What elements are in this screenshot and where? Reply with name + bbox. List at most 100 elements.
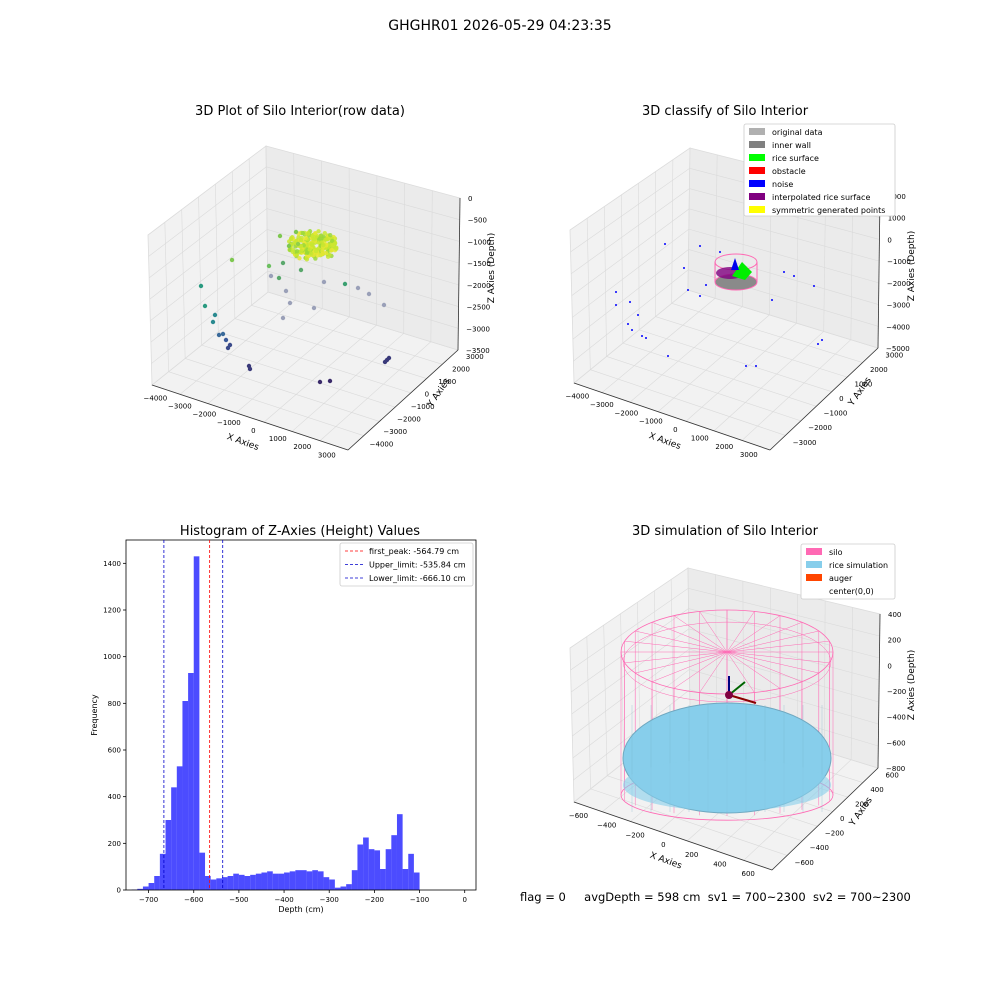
raw-data-point <box>247 366 253 372</box>
status-footer: flag = 0 avgDepth = 598 cm sv1 = 700~230… <box>520 890 911 904</box>
silo-wireframe <box>726 651 803 682</box>
grid-line <box>603 625 608 776</box>
raw-data-point <box>295 241 301 247</box>
noise-point <box>615 304 617 306</box>
silo-wireframe <box>635 651 728 674</box>
histogram-bar <box>250 874 256 890</box>
y-tick-label: −600 <box>795 859 814 867</box>
silo-wireframe <box>624 640 728 653</box>
raw-data-point <box>216 332 222 338</box>
histogram-bar <box>380 869 386 890</box>
noise-cluster <box>731 258 739 270</box>
raw-data-point <box>210 319 216 325</box>
grid-line <box>430 190 433 342</box>
rice-surface-point <box>311 237 317 242</box>
z-tick-label: −3000 <box>466 325 490 333</box>
y-tick-label: −1000 <box>411 403 435 411</box>
histogram-bar <box>312 870 318 890</box>
plot-frame <box>125 539 477 891</box>
rice-surface-point <box>303 235 308 241</box>
y-tick-label: 400 <box>870 786 883 794</box>
rice-surface-point <box>313 230 318 236</box>
y-tick-label: −3000 <box>793 439 817 447</box>
y-tick-label: −1000 <box>824 410 848 418</box>
y-tick-label: −400 <box>810 844 829 852</box>
x-tick-label: 400 <box>713 860 726 868</box>
z-tick-label: −1000 <box>467 238 491 246</box>
rice-surface-point <box>313 248 319 254</box>
histogram-bar <box>317 871 324 890</box>
legend-swatch <box>749 167 765 174</box>
histogram-bar <box>340 886 347 890</box>
grid-line <box>235 316 350 414</box>
histogram-bar <box>255 873 262 890</box>
rice-surface-point <box>323 250 329 256</box>
rice-surface-point <box>333 246 339 251</box>
grid-line <box>653 590 658 737</box>
histogram-bar <box>385 849 392 890</box>
histogram-bar <box>368 849 375 890</box>
silo-wireframe <box>726 651 830 664</box>
grid-line <box>150 249 459 343</box>
legend-label: inner wall <box>772 141 811 150</box>
noise-point <box>687 289 689 291</box>
rice-surface-point <box>315 253 320 258</box>
z-tick-label: −2000 <box>467 282 491 290</box>
raw-data-point <box>198 283 204 289</box>
y-tick-label: 0 <box>839 395 843 403</box>
rice-surface-point <box>327 252 332 258</box>
grid-line <box>639 329 832 392</box>
z-tick-label: −800 <box>886 765 905 773</box>
legend-label: first_peak: -564.79 cm <box>369 547 459 556</box>
raw-data-point <box>342 281 348 287</box>
x-tick-label: −2000 <box>615 409 639 417</box>
x-tick-label: −600 <box>184 896 203 904</box>
grid-line <box>248 158 252 306</box>
plot2-axes: −4000−3000−2000−100001000200030003000200… <box>566 123 917 459</box>
rice-surface-point <box>290 247 296 252</box>
y-tick-label: 400 <box>108 793 121 801</box>
z-tick-label: −400 <box>887 714 906 722</box>
z-tick-label: 2000 <box>888 193 906 201</box>
histogram-bar <box>334 887 341 890</box>
grid-line <box>151 270 459 364</box>
histogram-bar <box>205 876 211 890</box>
grid-line <box>198 196 203 346</box>
x-tick-label: −400 <box>274 896 293 904</box>
raw-data-point <box>202 303 208 309</box>
grid-line <box>622 342 817 407</box>
z-axis-line <box>877 195 881 349</box>
histogram-bar <box>154 876 160 890</box>
grid-line <box>319 341 432 441</box>
noise-point <box>615 291 617 293</box>
grid-line <box>603 206 607 357</box>
silo-wireframe <box>726 611 755 653</box>
z-tick-label: −3000 <box>887 302 911 310</box>
legend-label: interpolated rice surface <box>772 193 870 202</box>
raw-data-point <box>286 243 292 249</box>
grid-line <box>606 356 801 422</box>
histogram-bar <box>374 850 381 890</box>
raw-data-point <box>223 337 229 343</box>
y-tick-label: 2000 <box>870 366 888 374</box>
x-tick-label: −3000 <box>168 403 192 411</box>
grid-line <box>150 229 459 321</box>
raw-data-point <box>287 300 293 306</box>
noise-point <box>793 275 795 277</box>
grid-line <box>403 183 405 334</box>
flag-text: flag = 0 <box>520 890 566 904</box>
rice-surface-point <box>305 231 311 236</box>
sv2-text: sv2 = 700~2300 <box>812 890 911 904</box>
rice-surface-point <box>316 229 321 234</box>
y-tick-label: 600 <box>885 771 898 779</box>
grid-line <box>207 308 323 404</box>
y-tick-label: 1000 <box>103 653 121 661</box>
noise-point <box>641 335 643 337</box>
z-tick-label: −3500 <box>466 347 490 355</box>
raw-data-point <box>220 331 226 337</box>
rice-surface-point <box>327 232 333 238</box>
grid-line <box>291 333 404 432</box>
histogram-bar <box>295 870 301 890</box>
y-tick-label: 3000 <box>466 353 484 361</box>
